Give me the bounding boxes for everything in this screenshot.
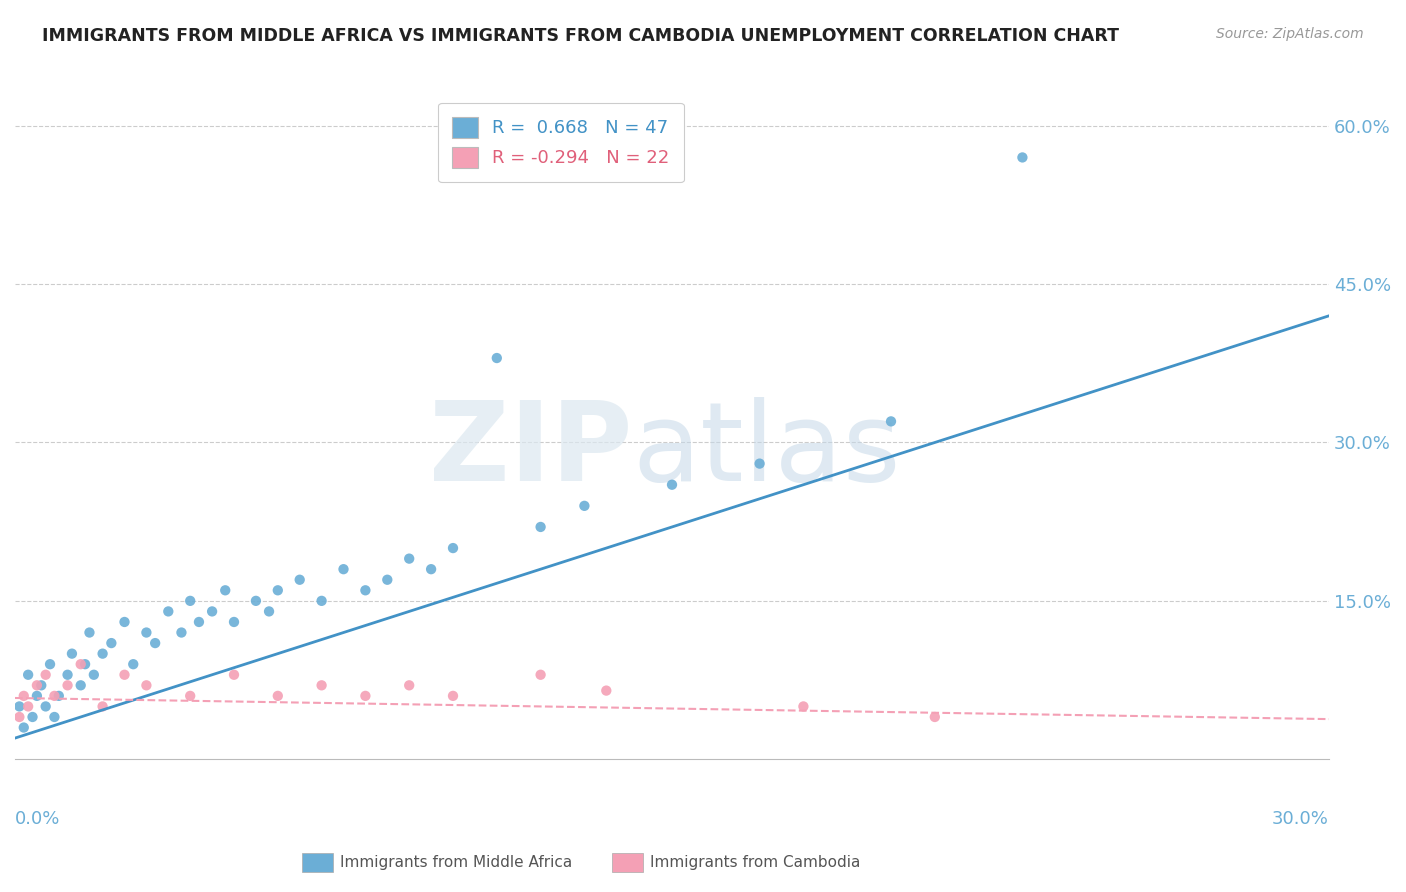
Point [354, 583, 377, 598]
Point [17, 667, 39, 681]
Point [267, 583, 290, 598]
Point [135, 678, 157, 692]
Point [354, 689, 377, 703]
Point [792, 699, 814, 714]
Point [25, 689, 48, 703]
Legend: R =  0.668   N = 47, R = -0.294   N = 22: R = 0.668 N = 47, R = -0.294 N = 22 [437, 103, 683, 182]
Point [398, 678, 420, 692]
Point [257, 604, 280, 618]
Point [288, 573, 311, 587]
Point [8, 710, 31, 724]
Point [91, 647, 114, 661]
Point [375, 573, 398, 587]
Point [529, 667, 551, 681]
Point [83, 667, 105, 681]
Point [13, 689, 35, 703]
Point [420, 562, 443, 576]
Point [34, 667, 56, 681]
Point [69, 678, 91, 692]
Point [222, 615, 245, 629]
Point [75, 657, 97, 672]
Point [574, 499, 596, 513]
Point [60, 647, 83, 661]
Point [485, 351, 508, 365]
Point [748, 457, 770, 471]
Point [924, 710, 946, 724]
Point [56, 678, 79, 692]
Point [44, 689, 66, 703]
Point [30, 678, 52, 692]
Point [179, 689, 201, 703]
Text: IMMIGRANTS FROM MIDDLE AFRICA VS IMMIGRANTS FROM CAMBODIA UNEMPLOYMENT CORRELATI: IMMIGRANTS FROM MIDDLE AFRICA VS IMMIGRA… [42, 27, 1119, 45]
Text: Immigrants from Middle Africa: Immigrants from Middle Africa [340, 855, 572, 870]
Point [170, 625, 193, 640]
Point [79, 625, 101, 640]
Point [25, 678, 48, 692]
Point [661, 477, 683, 491]
Text: Immigrants from Cambodia: Immigrants from Cambodia [650, 855, 860, 870]
Point [529, 520, 551, 534]
Point [114, 615, 136, 629]
Text: 0.0%: 0.0% [15, 810, 60, 828]
Point [267, 689, 290, 703]
Text: Source: ZipAtlas.com: Source: ZipAtlas.com [1216, 27, 1364, 41]
Point [135, 625, 157, 640]
Point [39, 657, 62, 672]
Text: atlas: atlas [633, 397, 901, 504]
Point [56, 667, 79, 681]
Point [17, 699, 39, 714]
Point [201, 604, 224, 618]
Point [441, 541, 464, 555]
Text: ZIP: ZIP [429, 397, 633, 504]
Point [69, 657, 91, 672]
Point [34, 699, 56, 714]
Point [1011, 151, 1033, 165]
Point [91, 699, 114, 714]
Point [179, 594, 201, 608]
Point [222, 667, 245, 681]
Point [595, 683, 617, 698]
Point [398, 551, 420, 566]
Point [114, 667, 136, 681]
Point [214, 583, 236, 598]
Point [122, 657, 145, 672]
Point [44, 710, 66, 724]
Point [332, 562, 354, 576]
Text: 30.0%: 30.0% [1272, 810, 1329, 828]
Point [13, 721, 35, 735]
Point [880, 414, 903, 428]
Point [100, 636, 122, 650]
Point [245, 594, 267, 608]
Point [311, 678, 333, 692]
Point [441, 689, 464, 703]
Point [157, 604, 180, 618]
Point [188, 615, 211, 629]
Point [311, 594, 333, 608]
Point [48, 689, 70, 703]
Point [21, 710, 44, 724]
Point [143, 636, 166, 650]
Point [8, 699, 31, 714]
